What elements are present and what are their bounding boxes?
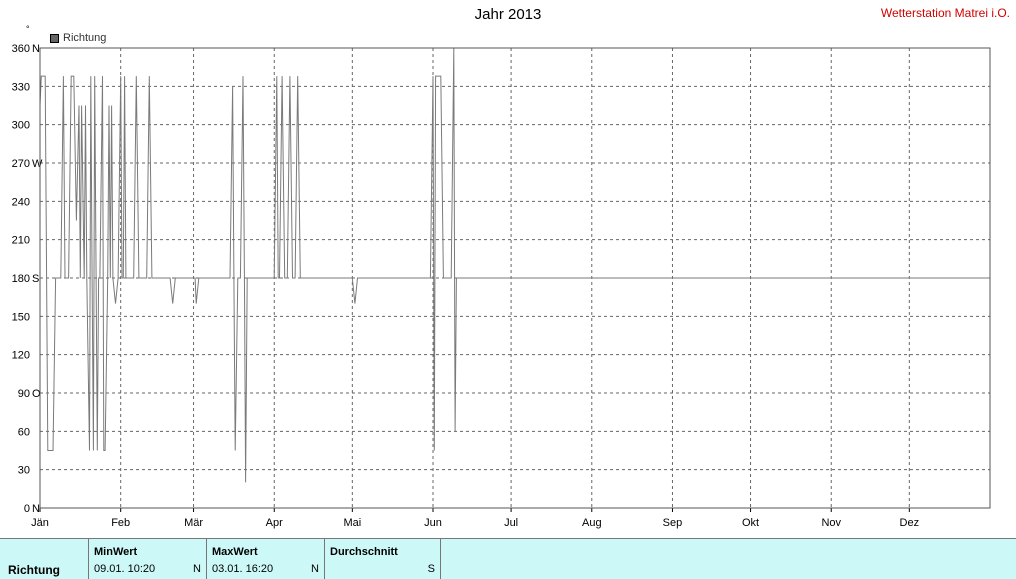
y-tick-label: 150 — [12, 311, 30, 323]
y-tick-label: 270 — [12, 158, 30, 170]
x-tick-label: Dez — [900, 517, 920, 529]
stats-panel: Richtung MinWert 09.01. 10:20 N MaxWert … — [0, 538, 1016, 579]
avg-header: Durchschnitt — [330, 546, 398, 558]
y-tick-direction: W — [32, 158, 43, 170]
min-direction: N — [193, 563, 201, 575]
avg-direction: S — [427, 563, 435, 575]
legend-swatch — [50, 33, 59, 43]
x-tick-label: Aug — [582, 517, 602, 529]
y-tick-direction: N — [32, 43, 40, 55]
y-tick-label: 60 — [18, 426, 30, 438]
series-line-direction — [39, 47, 990, 483]
unit-degree-mark: ° — [26, 24, 30, 34]
min-header: MinWert — [94, 546, 138, 558]
max-cell: MaxWert 03.01. 16:20 N — [206, 539, 324, 579]
x-tick-label: Mär — [184, 517, 203, 529]
y-tick-label: 210 — [12, 235, 30, 247]
max-header: MaxWert — [212, 546, 258, 558]
x-tick-label: Mai — [343, 517, 361, 529]
y-tick-label: 120 — [12, 350, 30, 362]
x-tick-label: Apr — [266, 517, 283, 529]
x-tick-label: Jän — [31, 517, 49, 529]
y-tick-direction: N — [32, 503, 40, 515]
max-direction: N — [311, 563, 319, 575]
y-tick-label: 240 — [12, 196, 30, 208]
x-tick-label: Feb — [111, 517, 130, 529]
x-tick-label: Nov — [821, 517, 841, 529]
y-tick-label: 30 — [18, 465, 30, 477]
x-tick-label: Okt — [742, 517, 759, 529]
stats-row-label: Richtung — [8, 563, 60, 577]
min-cell: MinWert 09.01. 10:20 N — [88, 539, 206, 579]
y-tick-direction: S — [32, 273, 39, 285]
x-tick-label: Jul — [504, 517, 518, 529]
plot-frame — [39, 47, 991, 509]
y-tick-label: 0 — [24, 503, 30, 515]
y-tick-label: 180 — [12, 273, 30, 285]
station-name: Wetterstation Matrei i.O. — [880, 6, 1010, 20]
x-tick-label: Sep — [663, 517, 683, 529]
y-tick-label: 330 — [12, 81, 30, 93]
legend-label: Richtung — [63, 32, 107, 44]
y-tick-label: 90 — [18, 388, 30, 400]
y-tick-label: 360 — [12, 43, 30, 55]
y-tick-direction: O — [32, 388, 41, 400]
max-value: 03.01. 16:20 — [212, 563, 274, 575]
avg-cell: Durchschnitt S — [324, 539, 441, 579]
min-value: 09.01. 10:20 — [94, 563, 156, 575]
chart-title: Jahr 2013 — [474, 6, 542, 23]
x-tick-label: Jun — [424, 517, 442, 529]
legend: Richtung — [50, 32, 106, 44]
y-tick-label: 300 — [12, 120, 30, 132]
